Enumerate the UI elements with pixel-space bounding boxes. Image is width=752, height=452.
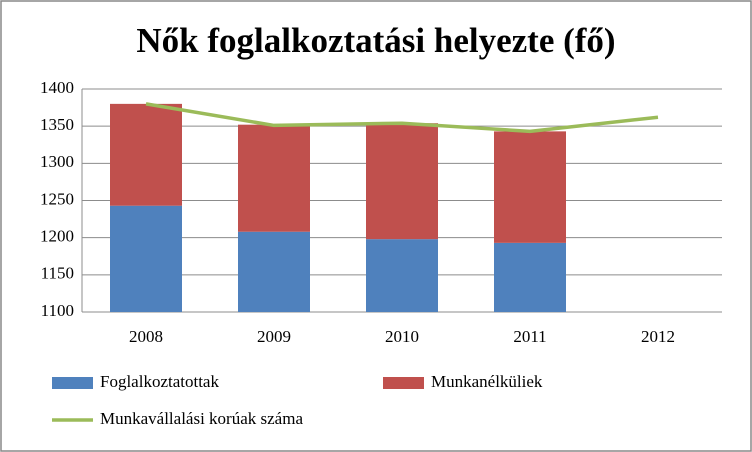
legend-label: Foglalkoztatottak bbox=[100, 372, 219, 391]
bar bbox=[494, 131, 566, 243]
y-tick-label: 1250 bbox=[40, 189, 74, 208]
y-tick-label: 1400 bbox=[40, 78, 74, 97]
y-tick-label: 1100 bbox=[41, 301, 74, 320]
x-tick-label: 2010 bbox=[385, 327, 419, 346]
legend-swatch bbox=[383, 377, 424, 389]
x-tick-label: 2008 bbox=[129, 327, 163, 346]
chart-title: Nők foglalkoztatási helyezte (fő) bbox=[136, 21, 615, 60]
bar bbox=[110, 205, 182, 312]
legend-swatch bbox=[52, 377, 93, 389]
y-tick-label: 1350 bbox=[40, 115, 74, 134]
legend-label: Munkanélküliek bbox=[431, 372, 543, 391]
line-series bbox=[145, 102, 659, 134]
x-tick-label: 2011 bbox=[513, 327, 546, 346]
legend-label: Munkavállalási korúak száma bbox=[100, 409, 303, 428]
bar bbox=[494, 242, 566, 312]
bar bbox=[110, 103, 182, 206]
y-tick-label: 1300 bbox=[40, 152, 74, 171]
y-tick-label: 1150 bbox=[41, 264, 74, 283]
y-tick-label: 1200 bbox=[40, 227, 74, 246]
x-tick-label: 2009 bbox=[257, 327, 291, 346]
x-tick-label: 2012 bbox=[641, 327, 675, 346]
bar bbox=[238, 124, 310, 232]
bar bbox=[366, 239, 438, 312]
bar bbox=[238, 231, 310, 312]
bar bbox=[366, 123, 438, 240]
